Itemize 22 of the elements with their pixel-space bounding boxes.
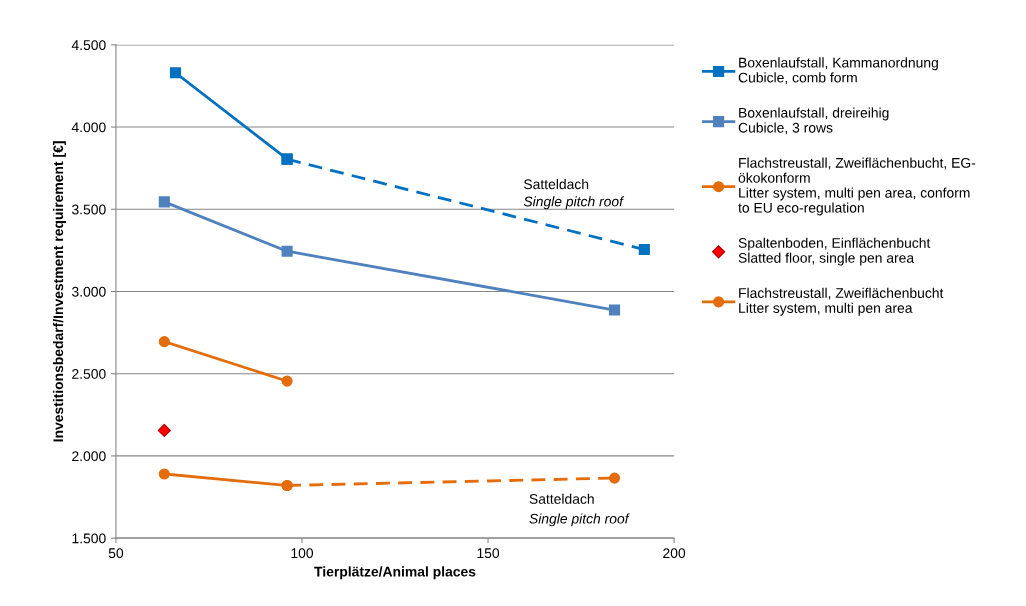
y-tick-label: 2.500	[72, 369, 106, 379]
y-tick-label: 3.000	[71, 286, 106, 297]
legend-label: Flachstreustall, Zweiflächenbucht, EG- ökokonform Litter system, multi pen area, conform to EU eco-regulation	[738, 157, 976, 216]
annotation: Satteldach	[524, 178, 589, 190]
y-tick-label: 1.500	[72, 533, 106, 544]
annotation: Single pitch roof	[523, 196, 625, 210]
legend-label: Boxenlaufstall, Kammanordnung Cubicle, comb form	[738, 57, 938, 85]
y-tick-label: 2.000	[72, 451, 106, 462]
legend-label: Flachstreustall, Zweiflächenbucht Litter system, multi pen area	[739, 287, 944, 316]
y-tick-label: 4.500	[71, 40, 106, 51]
x-tick-label: 50	[108, 548, 124, 559]
y-tick-label: 4.000	[71, 122, 106, 133]
x-tick-label: 200	[663, 548, 686, 559]
legend-label: Boxenlaufstall, dreireihig Cubicle, 3 rows	[738, 107, 889, 135]
y-tick-label: 3.500	[71, 204, 106, 215]
annotation: Satteldach	[529, 493, 594, 504]
y-axis-title: Investitionsbedarf/Investment requirement [€]	[52, 141, 66, 442]
annotation: Single pitch roof	[529, 513, 630, 527]
x-axis-title: Tierplätze/Animal places	[314, 566, 476, 580]
x-tick-label: 150	[477, 548, 500, 559]
x-tick-label: 100	[291, 548, 314, 559]
legend-label: Spaltenboden, Einflächenbucht Slatted floor, single pen area	[738, 237, 931, 266]
